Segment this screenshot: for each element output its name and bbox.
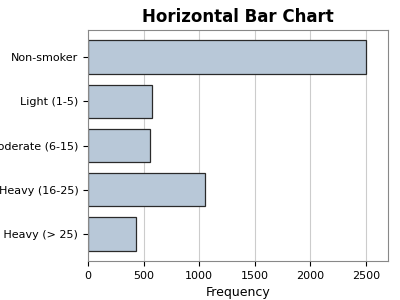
X-axis label: Frequency: Frequency [206, 286, 270, 299]
Bar [88, 85, 152, 118]
Bar [88, 40, 366, 74]
Bar [88, 129, 150, 162]
Bar [88, 217, 136, 250]
Title: Horizontal Bar Chart: Horizontal Bar Chart [142, 8, 334, 26]
Bar [88, 173, 205, 206]
